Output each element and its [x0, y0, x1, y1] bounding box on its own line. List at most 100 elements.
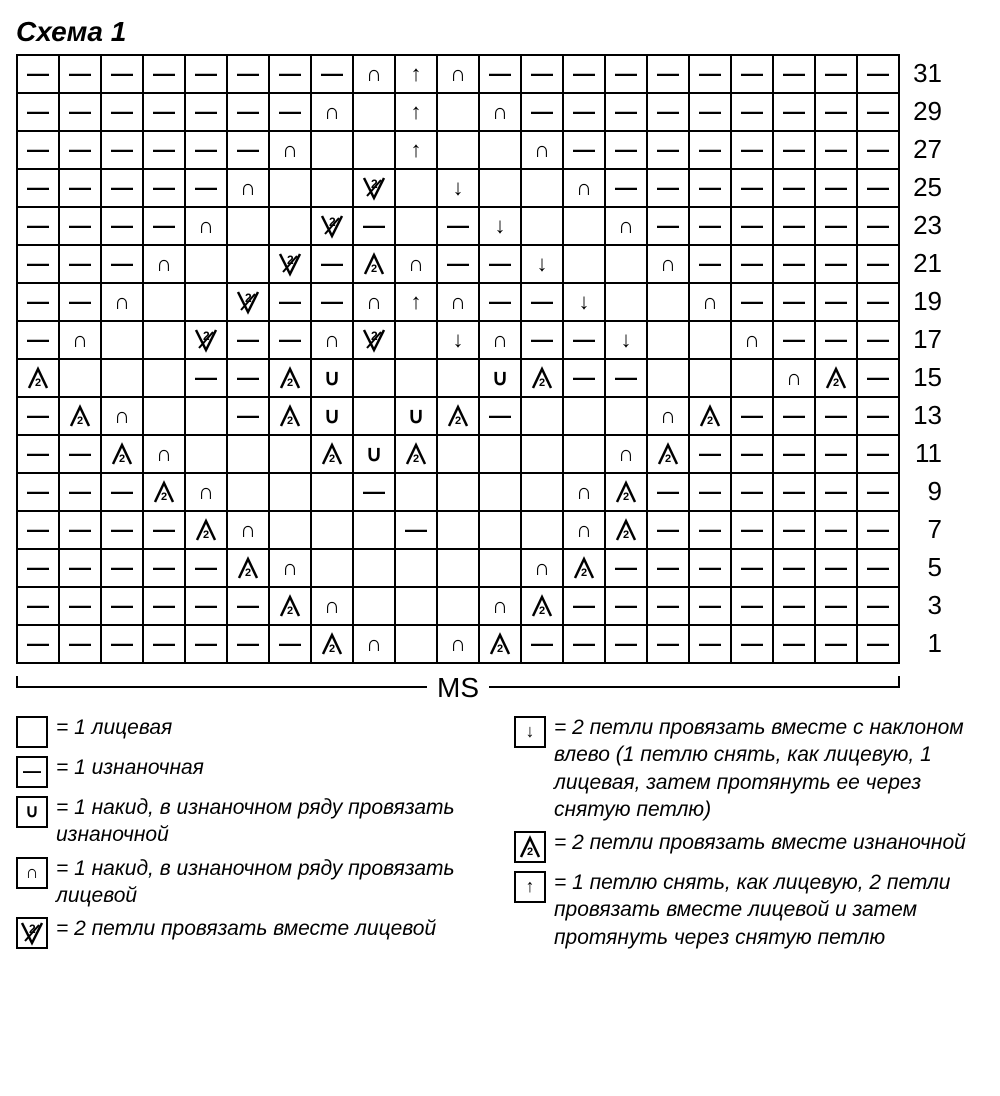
- chart-cell: ∩: [521, 549, 563, 587]
- chart-cell: [521, 473, 563, 511]
- chart-cell: [521, 435, 563, 473]
- chart-cell: 2: [101, 435, 143, 473]
- chart-row: ——————∩↑∩————————: [17, 131, 899, 169]
- chart-row: —————2∩∩2———————: [17, 549, 899, 587]
- legend-symbol-box: ↓: [514, 716, 546, 748]
- chart-cell: [185, 245, 227, 283]
- legend-item: = 1 лицевая: [16, 714, 486, 748]
- chart-cell: —: [731, 625, 773, 663]
- chart-cell: —: [563, 321, 605, 359]
- chart-cell: —: [185, 131, 227, 169]
- chart-cell: [269, 207, 311, 245]
- svg-text:2: 2: [527, 846, 533, 858]
- legend-item: 2= 2 петли провязать вместе лицевой: [16, 915, 486, 949]
- chart-cell: 2: [269, 587, 311, 625]
- chart-cell: —: [815, 93, 857, 131]
- svg-text:2: 2: [833, 377, 839, 389]
- chart-cell: —: [143, 625, 185, 663]
- chart-cell: —: [857, 511, 899, 549]
- ms-bracket: MS: [16, 666, 900, 698]
- chart-cell: —: [815, 169, 857, 207]
- chart-cell: [227, 245, 269, 283]
- chart-cell: —: [731, 169, 773, 207]
- chart-cell: —: [395, 511, 437, 549]
- legend-item: 2= 2 петли провязать вместе изнаночной: [514, 829, 984, 863]
- chart-cell: ∩: [731, 321, 773, 359]
- chart-cell: —: [269, 321, 311, 359]
- row-number-column: 312927252321191715131197531: [908, 54, 942, 662]
- chart-cell: —: [731, 245, 773, 283]
- chart-cell: [731, 359, 773, 397]
- chart-cell: —: [143, 511, 185, 549]
- chart-cell: —: [857, 321, 899, 359]
- chart-cell: —: [731, 283, 773, 321]
- chart-cell: 2: [311, 625, 353, 663]
- chart-cell: [395, 587, 437, 625]
- chart-cell: —: [689, 435, 731, 473]
- chart-cell: [353, 93, 395, 131]
- chart-cell: —: [857, 93, 899, 131]
- chart-cell: —: [689, 169, 731, 207]
- chart-cell: ∩: [353, 625, 395, 663]
- chart-cell: —: [59, 245, 101, 283]
- chart-row: ————2∩—∩2——————: [17, 511, 899, 549]
- chart-cell: [59, 359, 101, 397]
- chart-cell: —: [857, 473, 899, 511]
- chart-cell: —: [605, 359, 647, 397]
- chart-cell: —: [59, 625, 101, 663]
- chart-cell: [437, 473, 479, 511]
- svg-text:2: 2: [329, 643, 335, 655]
- chart-cell: —: [17, 245, 59, 283]
- chart-cell: [395, 321, 437, 359]
- chart-cell: —: [857, 435, 899, 473]
- chart-cell: —: [185, 359, 227, 397]
- chart-cell: 2: [59, 397, 101, 435]
- chart-cell: 2: [521, 359, 563, 397]
- row-number: 21: [908, 244, 942, 282]
- svg-text:2: 2: [35, 377, 41, 389]
- chart-cell: —: [59, 55, 101, 93]
- chart-cell: —: [689, 625, 731, 663]
- legend-symbol-box: ↑: [514, 871, 546, 903]
- row-number: 19: [908, 282, 942, 320]
- svg-text:2: 2: [245, 567, 251, 579]
- chart-cell: 2: [479, 625, 521, 663]
- chart-cell: [353, 131, 395, 169]
- chart-cell: —: [59, 511, 101, 549]
- chart-cell: [269, 435, 311, 473]
- knitting-chart: ————————∩↑∩—————————————————∩↑∩—————————…: [16, 54, 900, 664]
- chart-cell: ∩: [479, 93, 521, 131]
- chart-cell: ∩: [605, 435, 647, 473]
- svg-text:2: 2: [539, 377, 545, 389]
- legend-item: ↓= 2 петли провязать вместе с наклоном в…: [514, 714, 984, 823]
- chart-cell: —: [143, 169, 185, 207]
- chart-cell: —: [731, 511, 773, 549]
- chart-cell: —: [815, 587, 857, 625]
- chart-cell: [437, 93, 479, 131]
- chart-cell: ↓: [437, 321, 479, 359]
- chart-cell: 2: [563, 549, 605, 587]
- chart-cell: —: [815, 549, 857, 587]
- legend-column-right: ↓= 2 петли провязать вместе с наклоном в…: [514, 714, 984, 957]
- chart-cell: —: [101, 93, 143, 131]
- chart-cell: ∩: [311, 587, 353, 625]
- row-number: 31: [908, 54, 942, 92]
- chart-row: 2——2∪∪2——∩2—: [17, 359, 899, 397]
- chart-cell: —: [479, 245, 521, 283]
- chart-cell: [353, 397, 395, 435]
- chart-cell: —: [857, 549, 899, 587]
- chart-cell: —: [857, 397, 899, 435]
- chart-cell: —: [479, 397, 521, 435]
- chart-cell: —: [311, 283, 353, 321]
- chart-cell: 2: [353, 321, 395, 359]
- chart-cell: —: [647, 93, 689, 131]
- chart-cell: —: [857, 283, 899, 321]
- chart-cell: —: [773, 511, 815, 549]
- chart-cell: ∩: [479, 587, 521, 625]
- chart-cell: —: [227, 321, 269, 359]
- chart-cell: [395, 549, 437, 587]
- svg-text:2: 2: [371, 263, 377, 275]
- chart-cell: [143, 359, 185, 397]
- chart-cell: ∩: [437, 283, 479, 321]
- chart-cell: [605, 283, 647, 321]
